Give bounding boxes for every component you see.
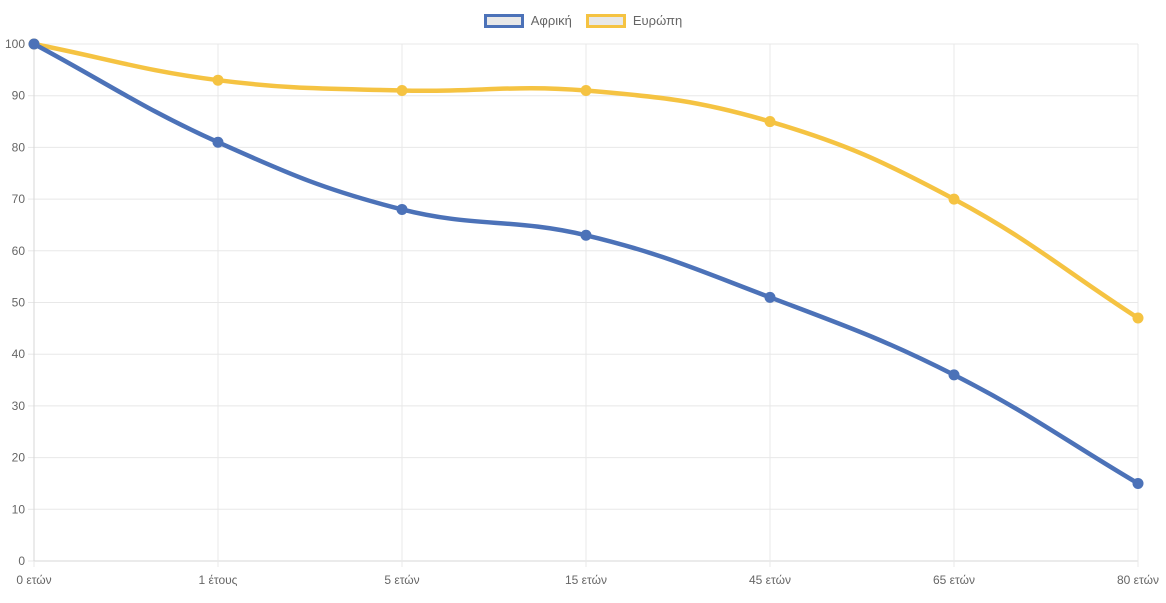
- data-point-series-0[interactable]: [580, 229, 592, 241]
- legend-swatch-afriki: [483, 14, 524, 28]
- x-axis-tick-label: 5 ετών: [384, 573, 419, 587]
- y-axis-tick-label: 40: [12, 347, 26, 361]
- x-axis-tick-label: 65 ετών: [933, 573, 975, 587]
- data-point-series-0[interactable]: [1132, 477, 1144, 489]
- legend-label-afriki: Αφρική: [530, 13, 572, 28]
- y-axis-tick-label: 100: [5, 37, 25, 51]
- legend-swatch-evropi: [585, 14, 626, 28]
- data-point-series-1[interactable]: [1132, 312, 1144, 324]
- data-point-series-1[interactable]: [764, 116, 776, 128]
- data-point-series-0[interactable]: [396, 203, 408, 215]
- legend-item-evropi[interactable]: Ευρώπη: [585, 13, 683, 29]
- legend-item-afriki[interactable]: Αφρική: [483, 13, 572, 29]
- chart-legend: Αφρική Ευρώπη: [0, 13, 1166, 29]
- y-axis-tick-label: 0: [18, 554, 25, 568]
- y-axis-tick-label: 80: [12, 140, 26, 154]
- y-axis-tick-label: 90: [12, 89, 26, 103]
- y-axis-tick-label: 10: [12, 502, 26, 516]
- data-point-series-1[interactable]: [580, 85, 592, 97]
- x-axis-tick-label: 80 ετών: [1117, 573, 1159, 587]
- data-point-series-1[interactable]: [948, 193, 960, 205]
- x-axis-tick-label: 45 ετών: [749, 573, 791, 587]
- y-axis-tick-label: 50: [12, 296, 26, 310]
- y-axis-tick-label: 20: [12, 451, 26, 465]
- x-axis-tick-label: 1 έτους: [199, 573, 238, 587]
- data-point-series-0[interactable]: [764, 291, 776, 303]
- data-point-series-0[interactable]: [948, 369, 960, 381]
- y-axis-tick-label: 30: [12, 399, 26, 413]
- data-point-series-1[interactable]: [396, 85, 408, 97]
- legend-label-evropi: Ευρώπη: [632, 13, 683, 28]
- data-point-series-0[interactable]: [28, 38, 40, 50]
- x-axis-tick-label: 15 ετών: [565, 573, 607, 587]
- x-axis-tick-label: 0 ετών: [16, 573, 51, 587]
- data-point-series-0[interactable]: [212, 136, 224, 148]
- data-point-series-1[interactable]: [212, 74, 224, 86]
- y-axis-tick-label: 60: [12, 244, 26, 258]
- y-axis-tick-label: 70: [12, 192, 26, 206]
